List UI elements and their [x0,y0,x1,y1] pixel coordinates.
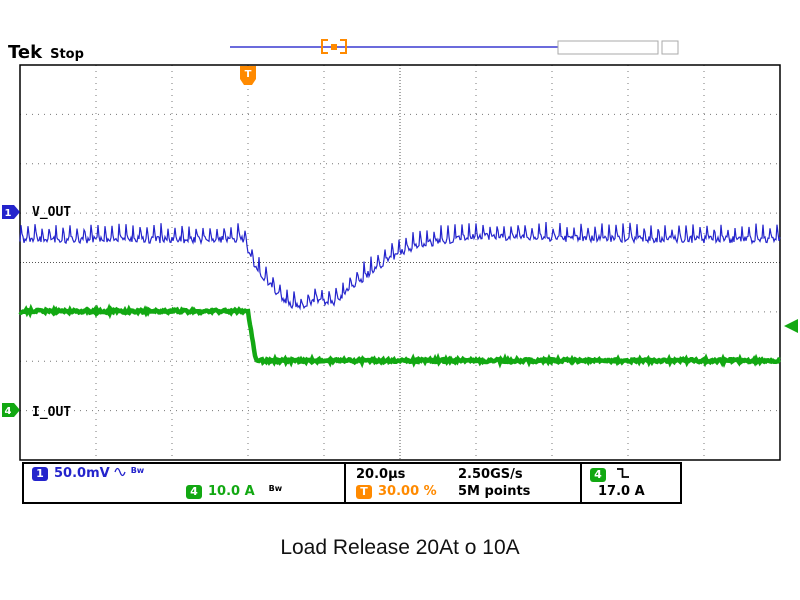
scope-header: Tek Stop [8,42,84,63]
menu-readout-box-small [661,40,679,55]
trigger-position-readout: T 30.00 % [356,484,437,499]
sample-rate-readout: 2.50GS/s [458,467,523,482]
readout-bar: 1 50.0mV Bw 4 10.0 A Bw 20.0µs 2.50GS/s … [22,462,682,504]
vertical-readout-section: 1 50.0mV Bw 4 10.0 A Bw [24,464,346,502]
graticule-frame [19,64,781,461]
ch1-reference-marker[interactable]: 1 [2,205,20,219]
window-position-icon [331,44,337,50]
zoom-bracket-left-icon [321,39,328,54]
trigger-readout-section: 4 17.0 A [582,464,680,502]
ch1-bandwidth-indicator: Bw [130,466,145,475]
falling-edge-icon [616,467,631,483]
figure-caption: Load Release 20At o 10A [280,536,520,559]
ch1-badge: 1 [32,466,48,481]
ch4-bandwidth-indicator: Bw [268,484,283,493]
timebase-readout: 20.0µs [356,467,406,482]
ch4-scale: 10.0 A [208,484,255,499]
ch4-readout: 4 10.0 A Bw [186,484,282,499]
waveform-iout [18,303,781,369]
svg-text:1: 1 [5,208,12,219]
trigger-source-readout: 4 [590,467,631,483]
ch1-scale: 50.0mV [54,466,110,481]
trigger-position-flag[interactable]: T [240,66,256,85]
ch4-reference-marker[interactable]: 4 [2,403,20,417]
ch4-badge: 4 [186,484,202,499]
trigger-level-arrow[interactable] [784,319,798,333]
svg-text:4: 4 [5,406,12,417]
trigger-pos-badge: T [356,484,372,499]
graticule-grid [20,65,780,460]
svg-text:T: T [245,69,252,80]
iout-trace-label: I_OUT [32,405,71,420]
trigger-source-badge: 4 [590,468,606,482]
vout-trace-label: V_OUT [32,205,71,220]
record-length-readout: 5M points [458,484,531,499]
acquisition-status: Stop [50,47,84,62]
horizontal-readout-section: 20.0µs 2.50GS/s T 30.00 % 5M points [346,464,582,502]
waveform-vout [19,222,781,311]
ch1-readout: 1 50.0mV Bw [32,466,144,481]
ac-coupling-icon [114,466,127,481]
menu-readout-box [557,40,659,55]
zoom-bracket-right-icon [340,39,347,54]
trigger-position-value: 30.00 % [378,484,437,499]
trigger-level-readout: 17.0 A [598,484,645,499]
tek-logo: Tek [8,42,43,63]
